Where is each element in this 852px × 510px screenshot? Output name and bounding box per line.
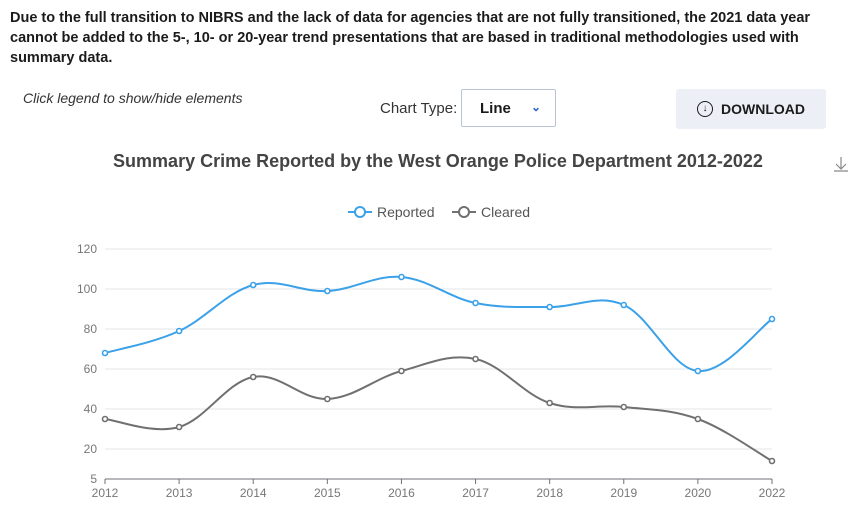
y-tick-label: 5 [90,472,97,486]
data-point-reported[interactable] [251,283,256,288]
legend-marker-icon [355,207,365,217]
legend-item-reported[interactable]: Reported [348,204,435,220]
x-tick-label: 2019 [610,486,637,500]
x-tick-label: 2012 [92,486,119,500]
data-point-reported[interactable] [621,303,626,308]
data-point-cleared[interactable] [770,459,775,464]
series-line-reported [105,277,772,371]
legend-marker-icon [459,207,469,217]
line-chart: Summary Crime Reported by the West Orang… [0,0,852,510]
data-point-cleared[interactable] [251,375,256,380]
chart-title: Summary Crime Reported by the West Orang… [113,151,763,171]
legend-label: Reported [377,204,435,220]
x-tick-label: 2018 [536,486,563,500]
data-point-cleared[interactable] [399,369,404,374]
y-tick-label: 60 [84,362,98,376]
x-tick-label: 2020 [685,486,712,500]
data-point-cleared[interactable] [695,417,700,422]
legend-label: Cleared [481,204,530,220]
y-tick-label: 20 [84,442,98,456]
data-point-reported[interactable] [770,317,775,322]
y-tick-label: 100 [77,282,97,296]
data-point-cleared[interactable] [621,405,626,410]
data-point-cleared[interactable] [473,357,478,362]
data-point-cleared[interactable] [325,397,330,402]
data-point-cleared[interactable] [177,425,182,430]
y-tick-label: 40 [84,402,98,416]
data-point-reported[interactable] [325,289,330,294]
export-icon[interactable] [834,157,848,171]
x-tick-label: 2013 [166,486,193,500]
x-tick-label: 2022 [759,486,786,500]
x-tick-label: 2016 [388,486,415,500]
data-point-reported[interactable] [103,351,108,356]
y-tick-label: 80 [84,322,98,336]
data-point-reported[interactable] [177,329,182,334]
data-point-cleared[interactable] [547,401,552,406]
data-point-reported[interactable] [547,305,552,310]
x-tick-label: 2014 [240,486,267,500]
data-point-cleared[interactable] [103,417,108,422]
data-point-reported[interactable] [399,275,404,280]
data-point-reported[interactable] [473,301,478,306]
legend-item-cleared[interactable]: Cleared [452,204,530,220]
x-tick-label: 2017 [462,486,489,500]
y-tick-label: 120 [77,242,97,256]
x-tick-label: 2015 [314,486,341,500]
data-point-reported[interactable] [695,369,700,374]
